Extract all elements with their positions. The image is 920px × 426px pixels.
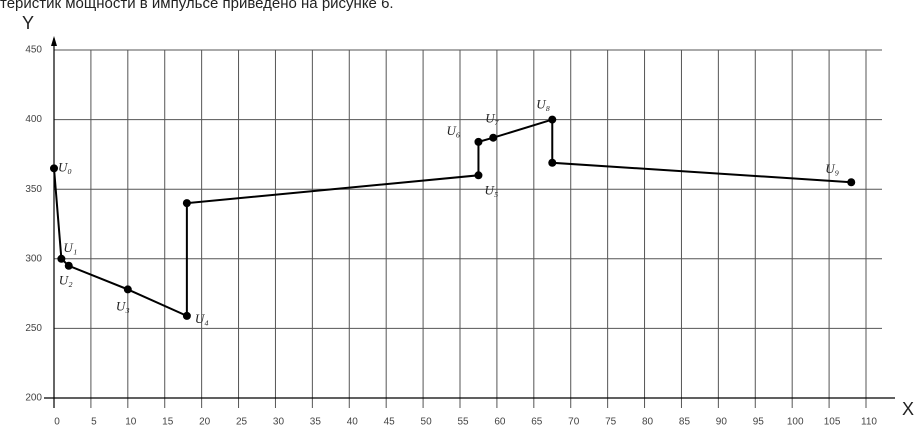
point-label: U₂ <box>59 273 73 288</box>
data-point <box>64 261 73 270</box>
x-tick-label: 90 <box>716 417 728 426</box>
x-tick-label: 55 <box>457 417 469 426</box>
x-tick-label: 15 <box>162 417 174 426</box>
x-tick-label: 45 <box>384 417 396 426</box>
x-tick-label: 100 <box>787 417 804 426</box>
point-label: U₁ <box>63 240 77 255</box>
x-tick-label: 110 <box>861 417 877 426</box>
data-point <box>474 171 483 180</box>
y-axis-arrow <box>51 36 57 46</box>
x-tick-label: 5 <box>91 417 97 426</box>
data-point <box>123 285 132 294</box>
y-tick-label: 400 <box>25 114 42 125</box>
x-tick-label: 50 <box>421 417 433 426</box>
x-tick-label: 0 <box>54 417 60 426</box>
y-tick-label: 450 <box>25 45 42 56</box>
x-tick-label: 105 <box>824 417 841 426</box>
data-point <box>182 199 191 208</box>
x-tick-label: 70 <box>568 417 580 426</box>
x-tick-label: 95 <box>753 417 765 426</box>
caption: теристик мощности в импульсе приведено н… <box>0 0 394 12</box>
data-point <box>474 137 483 146</box>
x-tick-label: 80 <box>642 417 654 426</box>
x-tick-label: 75 <box>605 417 617 426</box>
data-point <box>182 311 191 320</box>
point-label: U₄ <box>195 311 209 326</box>
data-point <box>548 115 557 124</box>
y-tick-label: 350 <box>25 184 42 195</box>
data-point <box>489 133 498 142</box>
x-tick-label: 65 <box>531 417 543 426</box>
data-line <box>53 118 852 318</box>
x-axis-label: X <box>902 399 914 419</box>
point-label: U₆ <box>446 123 460 138</box>
data-point <box>847 178 856 187</box>
x-tick-label: 30 <box>273 417 285 426</box>
point-label: U₃ <box>116 298 130 313</box>
x-tick-label: 40 <box>347 417 359 426</box>
x-tick-label: 25 <box>236 417 248 426</box>
y-tick-label: 300 <box>25 253 42 264</box>
x-tick-label: 20 <box>199 417 211 426</box>
point-label: U₀ <box>58 159 72 174</box>
data-point <box>50 164 58 173</box>
x-tick-label: 85 <box>679 417 691 426</box>
point-label: U₅ <box>484 182 498 197</box>
y-axis-label: Y <box>22 13 34 33</box>
point-label: U₈ <box>536 97 550 112</box>
x-tick-label: 60 <box>494 417 506 426</box>
x-tick-label: 35 <box>310 417 322 426</box>
point-label: U₇ <box>485 111 499 126</box>
data-point <box>548 158 557 167</box>
point-label: U₉ <box>825 161 839 176</box>
data-point <box>57 254 66 263</box>
y-tick-label: 250 <box>25 323 42 334</box>
y-tick-label: 200 <box>25 393 42 404</box>
x-tick-label: 10 <box>125 417 137 426</box>
